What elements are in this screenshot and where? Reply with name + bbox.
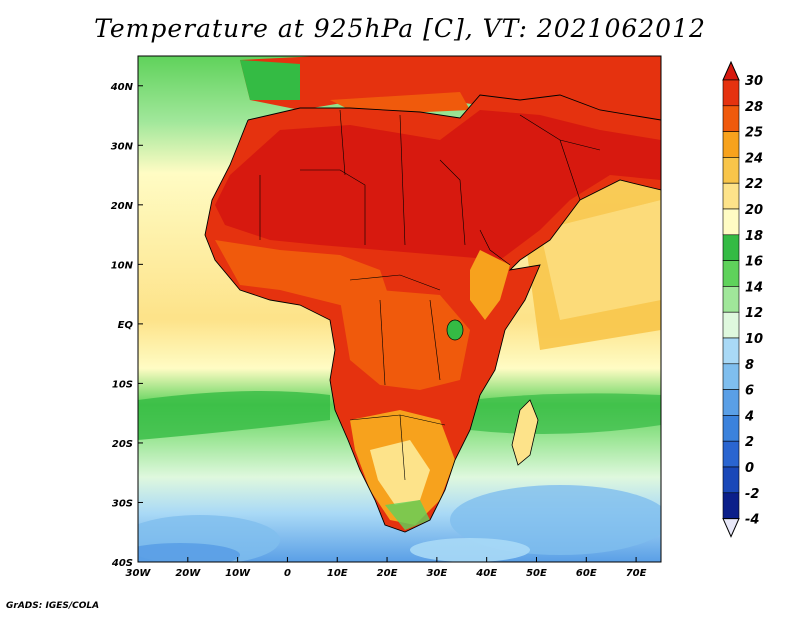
temperature-field	[138, 56, 661, 562]
x-tick-label: 20E	[377, 568, 398, 579]
colorbar-label: 8	[745, 358, 754, 373]
colorbar-label: 14	[745, 280, 763, 295]
x-tick-label: 30E	[426, 568, 447, 579]
x-tick-label: 60E	[576, 568, 597, 579]
colorbar-swatch	[722, 311, 740, 339]
colorbar-label: 18	[745, 229, 763, 244]
colorbar-bottom-arrow	[722, 518, 740, 538]
colorbar-swatch	[722, 234, 740, 261]
colorbar-label: 28	[745, 100, 763, 115]
x-tick-label: 50E	[526, 568, 547, 579]
colorbar-swatch	[722, 466, 740, 494]
colorbar-swatch	[722, 157, 740, 184]
colorbar-label: -4	[745, 513, 759, 528]
colorbar-swatch	[722, 440, 740, 468]
y-tick-label: 40N	[110, 82, 134, 93]
y-tick-label: 30S	[112, 498, 133, 509]
colorbar-label: 0	[745, 461, 754, 476]
colorbar-label: 22	[745, 177, 763, 192]
colorbar-label: 30	[745, 74, 763, 89]
x-tick-label: 30W	[126, 568, 152, 579]
y-tick-label: 20S	[112, 439, 133, 450]
colorbar-label: 2	[745, 435, 754, 450]
colorbar-label: 24	[745, 151, 763, 166]
y-tick-label: 10N	[111, 260, 134, 271]
colorbar-swatch	[722, 79, 740, 107]
colorbar-label: -2	[745, 487, 759, 502]
colorbar-swatch	[722, 337, 740, 365]
x-tick-label: 40E	[475, 568, 497, 579]
x-tick-label: 10E	[327, 568, 348, 579]
colorbar-label: 16	[745, 255, 763, 270]
x-tick-label: 10W	[225, 568, 251, 579]
colorbar-swatch	[722, 363, 740, 390]
y-tick-label: 10S	[112, 379, 133, 390]
colorbar-swatch	[722, 286, 740, 313]
colorbar-label: 20	[745, 203, 763, 218]
colorbar-top-arrow	[722, 60, 740, 81]
colorbar-swatch	[722, 208, 740, 236]
y-tick-label: 30N	[111, 141, 134, 152]
x-tick-label: 0	[284, 568, 291, 579]
colorbar-swatch	[722, 131, 740, 158]
y-tick-label: 20N	[111, 201, 134, 212]
x-tick-label: 20W	[175, 568, 201, 579]
x-tick-label: 70E	[626, 568, 647, 579]
colorbar-swatch	[722, 389, 740, 416]
axis-ticks: 30W 20W 10W 0 10E 20E 30E 40E 50E 60E 70E 40N 30N 20N…	[110, 82, 647, 579]
colorbar-swatch	[722, 492, 740, 519]
y-tick-label: 40S	[111, 558, 133, 569]
colorbar-label: 25	[745, 126, 763, 141]
plot-frame	[137, 55, 662, 563]
colorbar-label: 6	[745, 384, 754, 399]
colorbar-swatch	[722, 415, 740, 442]
credit-text: GrADS: IGES/COLA	[6, 601, 100, 611]
y-tick-label: EQ	[118, 320, 134, 331]
colorbar-swatch	[722, 105, 740, 132]
chart-title: Temperature at 925hPa [C], VT: 202106201…	[94, 14, 706, 43]
colorbar-label: 12	[745, 306, 763, 321]
colorbar-label: 10	[745, 332, 763, 347]
colorbar-label: 4	[744, 409, 754, 424]
colorbar-swatch	[722, 260, 740, 287]
colorbar-swatch	[722, 182, 740, 210]
